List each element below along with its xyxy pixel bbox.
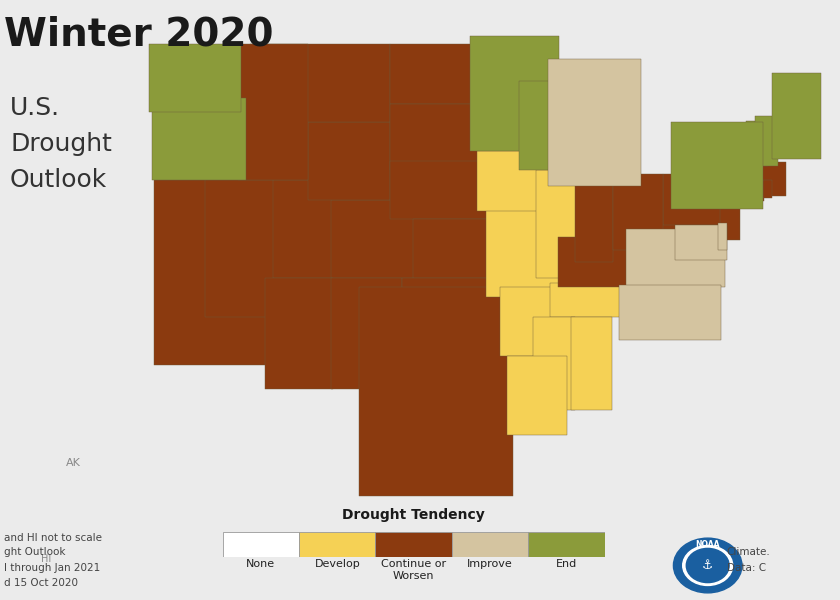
Bar bbox=[528, 532, 605, 557]
Bar bbox=[619, 286, 722, 340]
Circle shape bbox=[674, 538, 742, 593]
Bar bbox=[390, 43, 476, 104]
Bar bbox=[332, 199, 414, 277]
Bar bbox=[664, 174, 731, 225]
Text: NOAA: NOAA bbox=[696, 540, 720, 549]
Text: AK: AK bbox=[66, 458, 81, 469]
Bar bbox=[390, 160, 491, 219]
Bar bbox=[154, 180, 274, 365]
Bar bbox=[375, 532, 452, 557]
Bar bbox=[299, 532, 375, 557]
Text: Outlook: Outlook bbox=[10, 168, 108, 192]
Bar bbox=[627, 229, 725, 287]
Bar bbox=[238, 43, 308, 180]
Text: Drought: Drought bbox=[10, 132, 112, 156]
Bar bbox=[274, 180, 333, 277]
Text: End: End bbox=[556, 559, 577, 569]
Text: Improve: Improve bbox=[467, 559, 513, 569]
Text: ght Outlook: ght Outlook bbox=[4, 547, 66, 557]
Text: Drought Tendency: Drought Tendency bbox=[343, 508, 485, 522]
Bar bbox=[360, 287, 512, 496]
Bar bbox=[639, 207, 696, 274]
Text: Data: C: Data: C bbox=[727, 563, 766, 573]
Text: d 15 Oct 2020: d 15 Oct 2020 bbox=[4, 578, 78, 589]
Bar bbox=[507, 355, 567, 436]
Bar bbox=[744, 163, 786, 196]
Bar bbox=[718, 223, 727, 250]
Bar bbox=[390, 104, 479, 170]
Bar bbox=[533, 317, 575, 410]
Bar bbox=[764, 180, 773, 197]
Bar bbox=[500, 287, 558, 355]
Bar bbox=[486, 207, 564, 297]
Text: ⚓: ⚓ bbox=[702, 559, 713, 572]
Bar bbox=[671, 121, 764, 209]
Bar bbox=[265, 277, 333, 389]
Text: l through Jan 2021: l through Jan 2021 bbox=[4, 563, 101, 573]
Bar bbox=[205, 180, 275, 317]
Bar bbox=[250, 43, 390, 121]
Bar bbox=[773, 73, 822, 158]
Circle shape bbox=[686, 548, 729, 583]
Bar bbox=[549, 283, 651, 317]
Bar bbox=[720, 192, 740, 241]
Text: HI: HI bbox=[41, 554, 51, 565]
Bar bbox=[476, 151, 552, 211]
Circle shape bbox=[683, 545, 732, 586]
Bar bbox=[402, 277, 502, 344]
Bar bbox=[332, 277, 402, 389]
Bar bbox=[575, 184, 613, 262]
Bar bbox=[536, 170, 582, 277]
Bar bbox=[308, 121, 390, 199]
Bar bbox=[675, 225, 727, 260]
Text: U.S.: U.S. bbox=[10, 96, 60, 120]
Text: Climate.: Climate. bbox=[727, 547, 770, 557]
Bar bbox=[558, 236, 647, 287]
Bar bbox=[570, 317, 612, 410]
Bar bbox=[613, 174, 664, 250]
Bar bbox=[223, 532, 299, 557]
Text: Develop: Develop bbox=[314, 559, 360, 569]
Text: Winter 2020: Winter 2020 bbox=[4, 15, 274, 53]
Bar bbox=[452, 532, 528, 557]
Bar bbox=[470, 36, 559, 151]
Bar bbox=[549, 59, 641, 186]
Bar bbox=[755, 116, 778, 166]
Bar bbox=[743, 178, 764, 202]
Text: Continue or
Worsen: Continue or Worsen bbox=[381, 559, 446, 581]
Bar bbox=[152, 98, 245, 180]
Bar bbox=[412, 219, 500, 277]
Text: and HI not to scale: and HI not to scale bbox=[4, 533, 102, 543]
Bar bbox=[150, 43, 241, 112]
Text: None: None bbox=[246, 559, 276, 569]
Bar bbox=[519, 80, 591, 170]
Bar bbox=[746, 121, 768, 166]
